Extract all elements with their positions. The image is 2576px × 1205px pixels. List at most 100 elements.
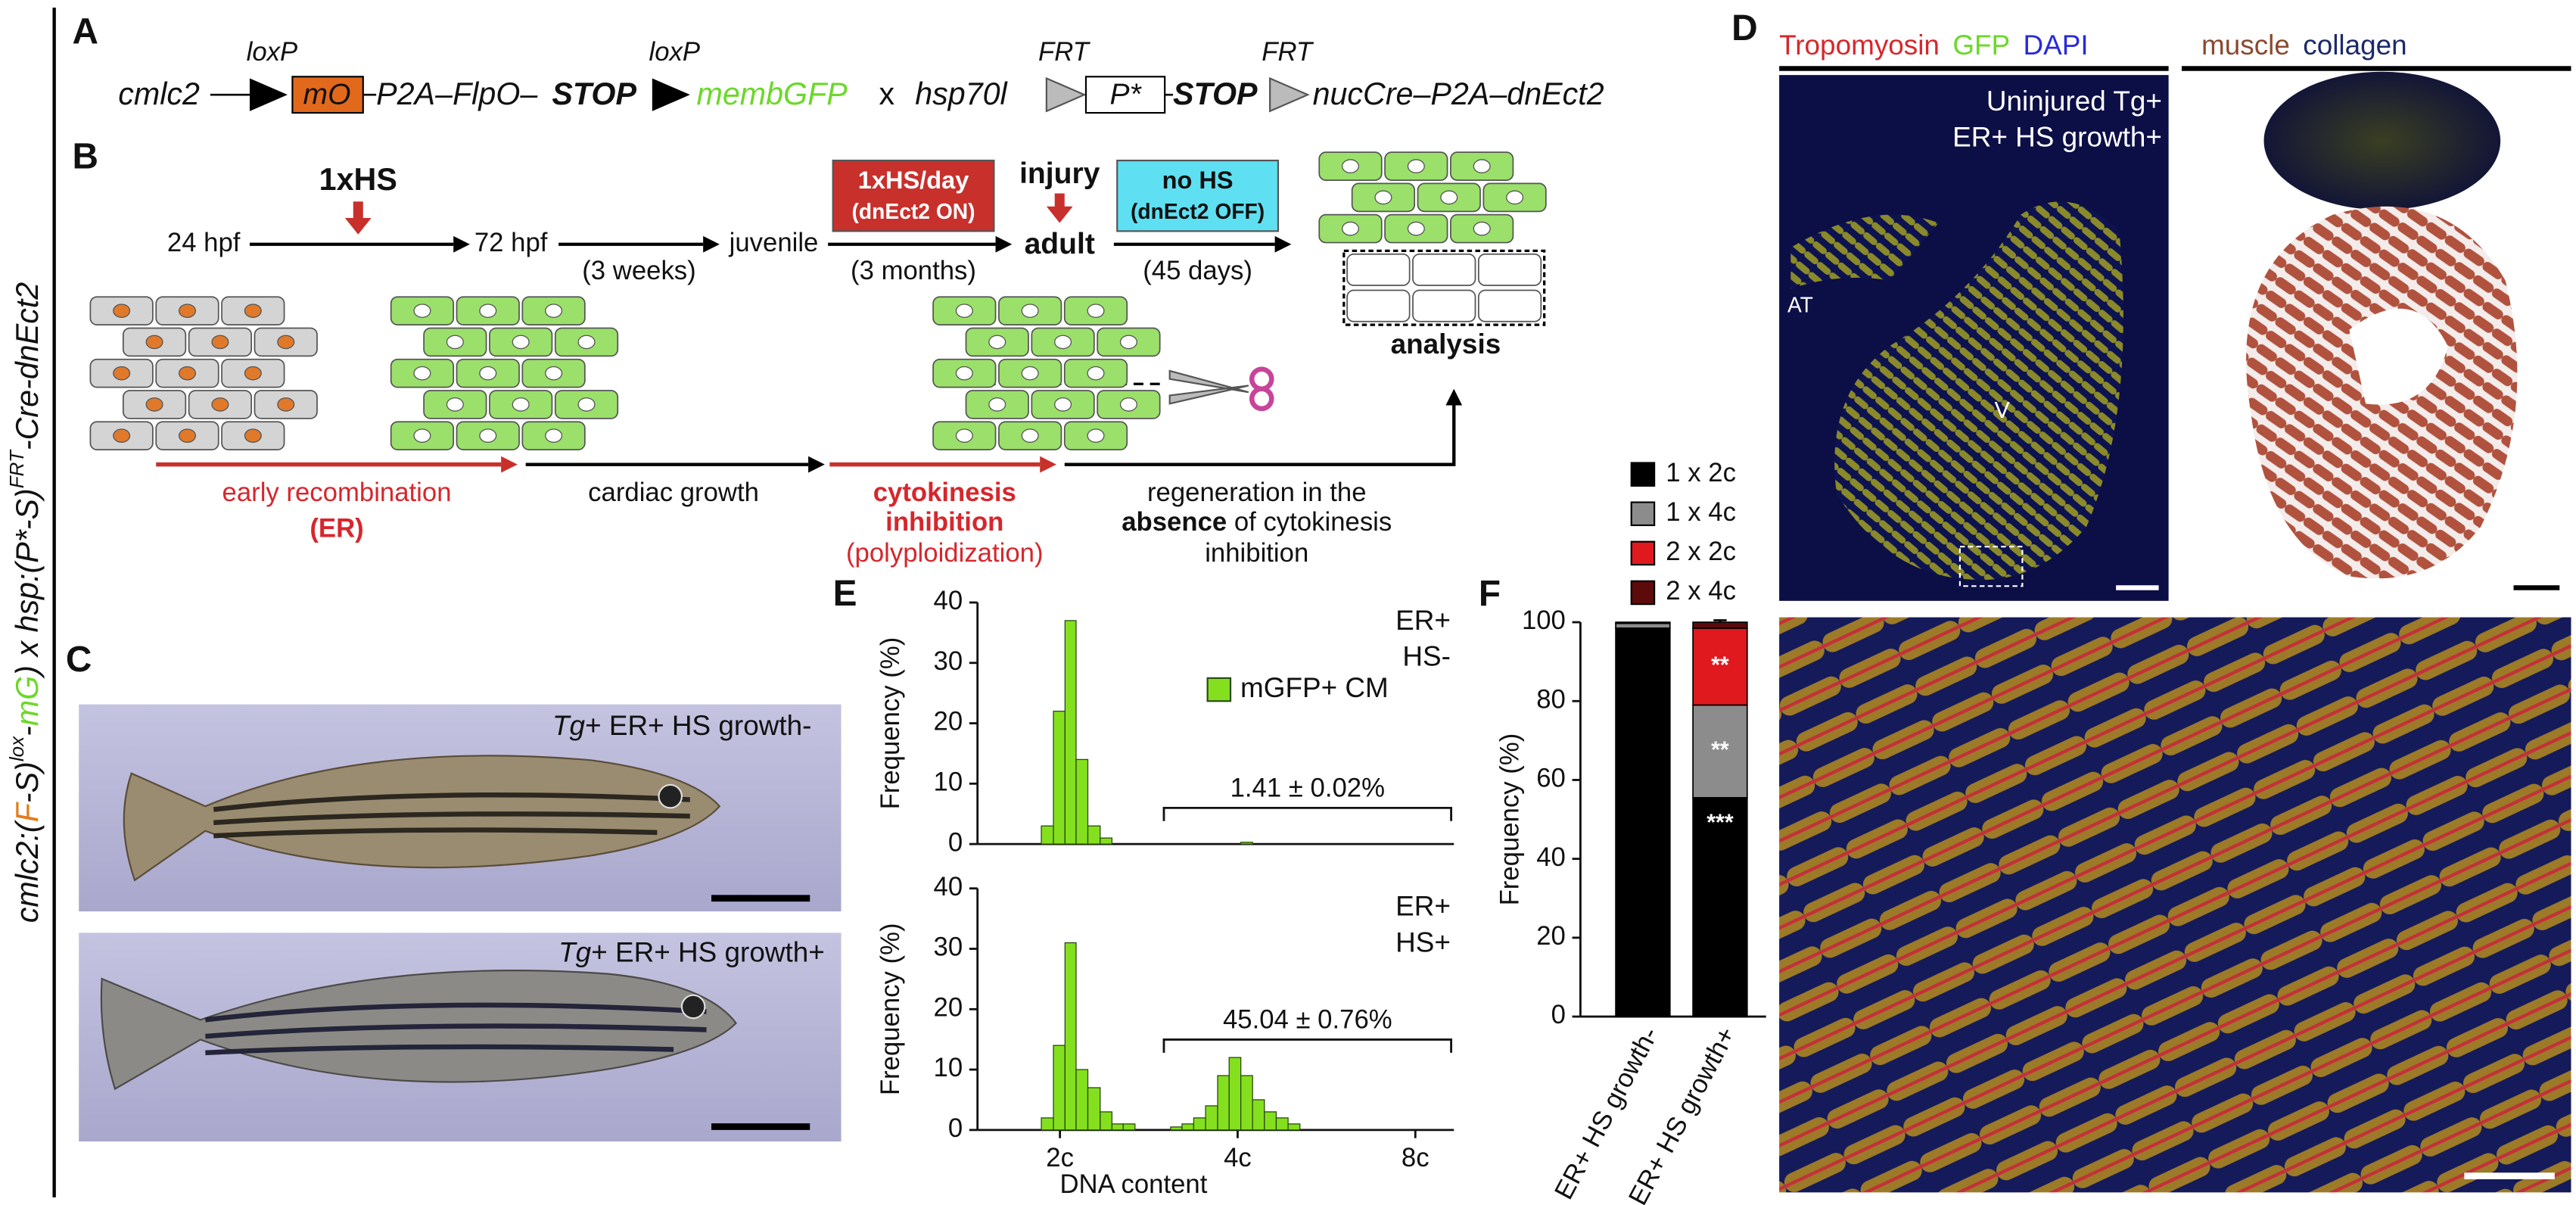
text: lox — [5, 736, 28, 761]
label: (dnEct2 ON) — [852, 199, 975, 223]
y-axis-label: Frequency (%) — [876, 637, 905, 810]
label: absence of cytokinesis — [1122, 508, 1392, 537]
label: analysis — [1391, 328, 1501, 360]
significance: ** — [1711, 652, 1729, 678]
nucleus — [1341, 221, 1360, 236]
legend-label: mGFP+ CM — [1240, 672, 1389, 703]
image — [1779, 617, 2571, 1193]
nucleus — [277, 335, 295, 350]
label: (45 days) — [1143, 257, 1252, 285]
cell — [1346, 253, 1411, 286]
loxp-site — [652, 78, 690, 111]
bar — [1100, 1111, 1113, 1131]
bracket — [1162, 806, 1453, 821]
fish — [100, 970, 738, 1091]
text: FRT — [5, 449, 28, 488]
error-bar — [1713, 619, 1727, 623]
bar-segment — [1692, 627, 1748, 706]
atrium — [1790, 214, 1939, 289]
eye — [658, 783, 683, 809]
text: Tropomyosin — [1779, 30, 1940, 61]
cross: x — [879, 76, 894, 111]
label: inhibition — [1205, 539, 1308, 568]
label: 72 hpf — [474, 229, 548, 257]
bar — [1275, 1117, 1289, 1131]
y-tick-label: 20 — [934, 993, 963, 1022]
nucleus — [413, 304, 431, 318]
x-tick-label: 8c — [1402, 1144, 1430, 1172]
text: Tg — [552, 710, 586, 741]
annotation: HS- — [1402, 641, 1451, 672]
nucleus — [1506, 190, 1524, 205]
nucleus — [145, 397, 163, 412]
bar — [1228, 1057, 1242, 1131]
nucleus — [178, 428, 196, 443]
bar — [1170, 1126, 1183, 1131]
label: early recombination — [222, 478, 452, 507]
stop-label: STOP — [552, 76, 636, 111]
text: F — [10, 801, 45, 822]
analysis-box — [1342, 249, 1546, 326]
y-tick-label: 80 — [1536, 685, 1566, 714]
nucleus — [1021, 428, 1039, 443]
cassette-box — [1084, 76, 1166, 114]
nucleus — [479, 366, 497, 381]
frt-site — [1269, 76, 1310, 113]
nucleus — [145, 335, 163, 350]
y-tick-label: 10 — [934, 1054, 963, 1082]
site-label: FRT — [1262, 38, 1314, 67]
label: regeneration in the — [1147, 478, 1367, 507]
site-label: FRT — [1038, 38, 1091, 67]
micrographs: Tropomyosin GFP DAPI muscle collagen Uninju… — [1779, 30, 2571, 1193]
image-label: Uninjured Tg+ — [1986, 86, 2162, 117]
text: mG — [10, 676, 45, 726]
bar — [1193, 1117, 1206, 1131]
text: -Cre-dnEct2 — [10, 282, 45, 450]
y-tick-label: 0 — [948, 828, 963, 857]
nucleus — [1341, 159, 1360, 173]
stain-label: Tropomyosin GFP DAPI — [1779, 30, 2089, 61]
y-tick-label: 0 — [948, 1114, 963, 1143]
bar — [1205, 1105, 1218, 1131]
legend-swatch — [1630, 462, 1656, 487]
stain-label: muscle collagen — [2201, 30, 2407, 61]
bar — [1064, 620, 1077, 845]
nucleus — [413, 366, 431, 381]
label: cytokinesis — [873, 478, 1016, 507]
arrowhead — [1445, 388, 1463, 406]
text: Tg — [558, 936, 592, 967]
nucleus — [211, 397, 229, 412]
legend-label: 1 x 4c — [1666, 498, 1736, 527]
arrow — [1046, 193, 1073, 223]
label: 1xHS/day — [858, 167, 969, 194]
text: - — [10, 726, 45, 736]
legend-swatch — [1630, 580, 1656, 606]
nucleus — [446, 397, 464, 412]
stripes — [204, 1002, 707, 1056]
bar-segment — [1692, 704, 1748, 799]
label: 1xHS — [319, 162, 397, 197]
label: juvenile — [729, 229, 819, 257]
arrowhead — [501, 456, 518, 473]
text: ) x hsp:(P*-S) — [10, 488, 45, 678]
nucleus — [1374, 190, 1392, 205]
nucleus — [178, 304, 196, 318]
bulbus — [2263, 71, 2501, 210]
bar — [1075, 1069, 1089, 1131]
timeline: 1xHS 24 hpf 72 hpf (3 weeks) juvenile 1x… — [156, 157, 1546, 568]
treatment-box — [1116, 159, 1280, 232]
label: (3 weeks) — [582, 257, 696, 285]
label: injury — [1019, 157, 1100, 190]
nucleus — [1119, 335, 1137, 350]
nucleus — [512, 397, 530, 412]
y-tick-label: 0 — [1551, 1001, 1566, 1029]
bar — [1240, 842, 1253, 845]
nucleus — [1407, 221, 1425, 236]
text: + ER+ HS growth+ — [591, 936, 825, 967]
text: of cytokinesis — [1227, 508, 1392, 537]
y-tick-label: 20 — [1536, 922, 1566, 951]
bar — [1181, 1123, 1195, 1131]
y-tick-label: 60 — [1536, 764, 1566, 793]
nucleus — [1021, 366, 1039, 381]
